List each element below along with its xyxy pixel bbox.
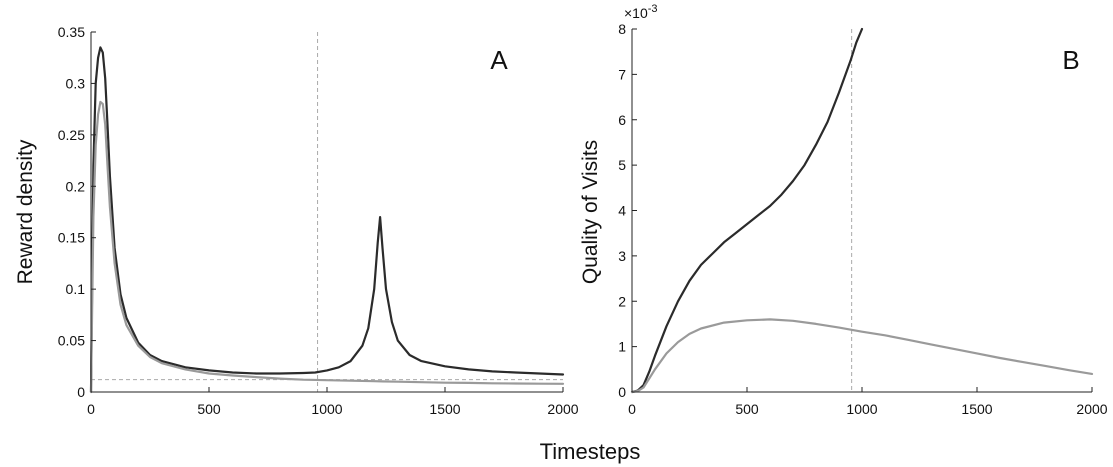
y-tick-label: 8 xyxy=(618,21,626,37)
y-tick-label: 5 xyxy=(618,157,626,173)
x-tick-label: 0 xyxy=(628,401,636,417)
y-tick-label: 7 xyxy=(618,66,626,82)
y-axis-label: Reward density xyxy=(14,139,37,284)
x-tick-label: 1500 xyxy=(961,401,992,417)
y-tick-label: 0.35 xyxy=(58,24,85,40)
panel-b: 0 500 1000 1500 2000 0 1 2 3 4 5 6 7 8×10-3 Quality of… xyxy=(579,3,1108,417)
y-tick-label: 0.3 xyxy=(66,75,86,91)
exponent-base: ×10 xyxy=(624,5,648,21)
x-tick-label: 1500 xyxy=(429,401,460,417)
x-tick-label: 0 xyxy=(87,401,95,417)
x-tick-label: 2000 xyxy=(1076,401,1107,417)
y-tick-label: 0.15 xyxy=(58,230,85,246)
y-tick-label: 0 xyxy=(618,384,626,400)
y-tick-label: 2 xyxy=(618,293,626,309)
x-tick-label: 500 xyxy=(735,401,759,417)
panel-a: 0 500 1000 1500 2000 0 0.05 0.1 0.15 0.2 0.25 0.3 0.… xyxy=(14,24,579,417)
series-1-line xyxy=(89,46,565,394)
y-tick-label: 0.1 xyxy=(66,281,86,297)
x-tick-label: 1000 xyxy=(846,401,877,417)
y-exponent-label: ×10-3 xyxy=(624,3,658,21)
panel-letter: B xyxy=(1062,45,1079,75)
shared-x-axis-label: Timesteps xyxy=(540,439,641,464)
series-2-line xyxy=(89,100,565,394)
exponent-power: -3 xyxy=(648,3,658,15)
y-tick-label: 0.05 xyxy=(58,333,85,349)
series-1-line xyxy=(630,27,864,394)
y-axis-label: Quality of Visits xyxy=(579,140,602,284)
y-tick-label: 0 xyxy=(77,384,85,400)
x-tick-label: 2000 xyxy=(547,401,578,417)
y-tick-label: 6 xyxy=(618,112,626,128)
panel-letter: A xyxy=(490,45,508,75)
y-tick-label: 1 xyxy=(618,339,626,355)
x-tick-label: 1000 xyxy=(311,401,342,417)
y-tick-label: 0.2 xyxy=(66,178,86,194)
series-2-line xyxy=(630,318,1094,394)
x-tick-label: 500 xyxy=(197,401,221,417)
y-tick-label: 3 xyxy=(618,248,626,264)
y-tick-label: 0.25 xyxy=(58,127,85,143)
y-tick-label: 4 xyxy=(618,203,626,219)
